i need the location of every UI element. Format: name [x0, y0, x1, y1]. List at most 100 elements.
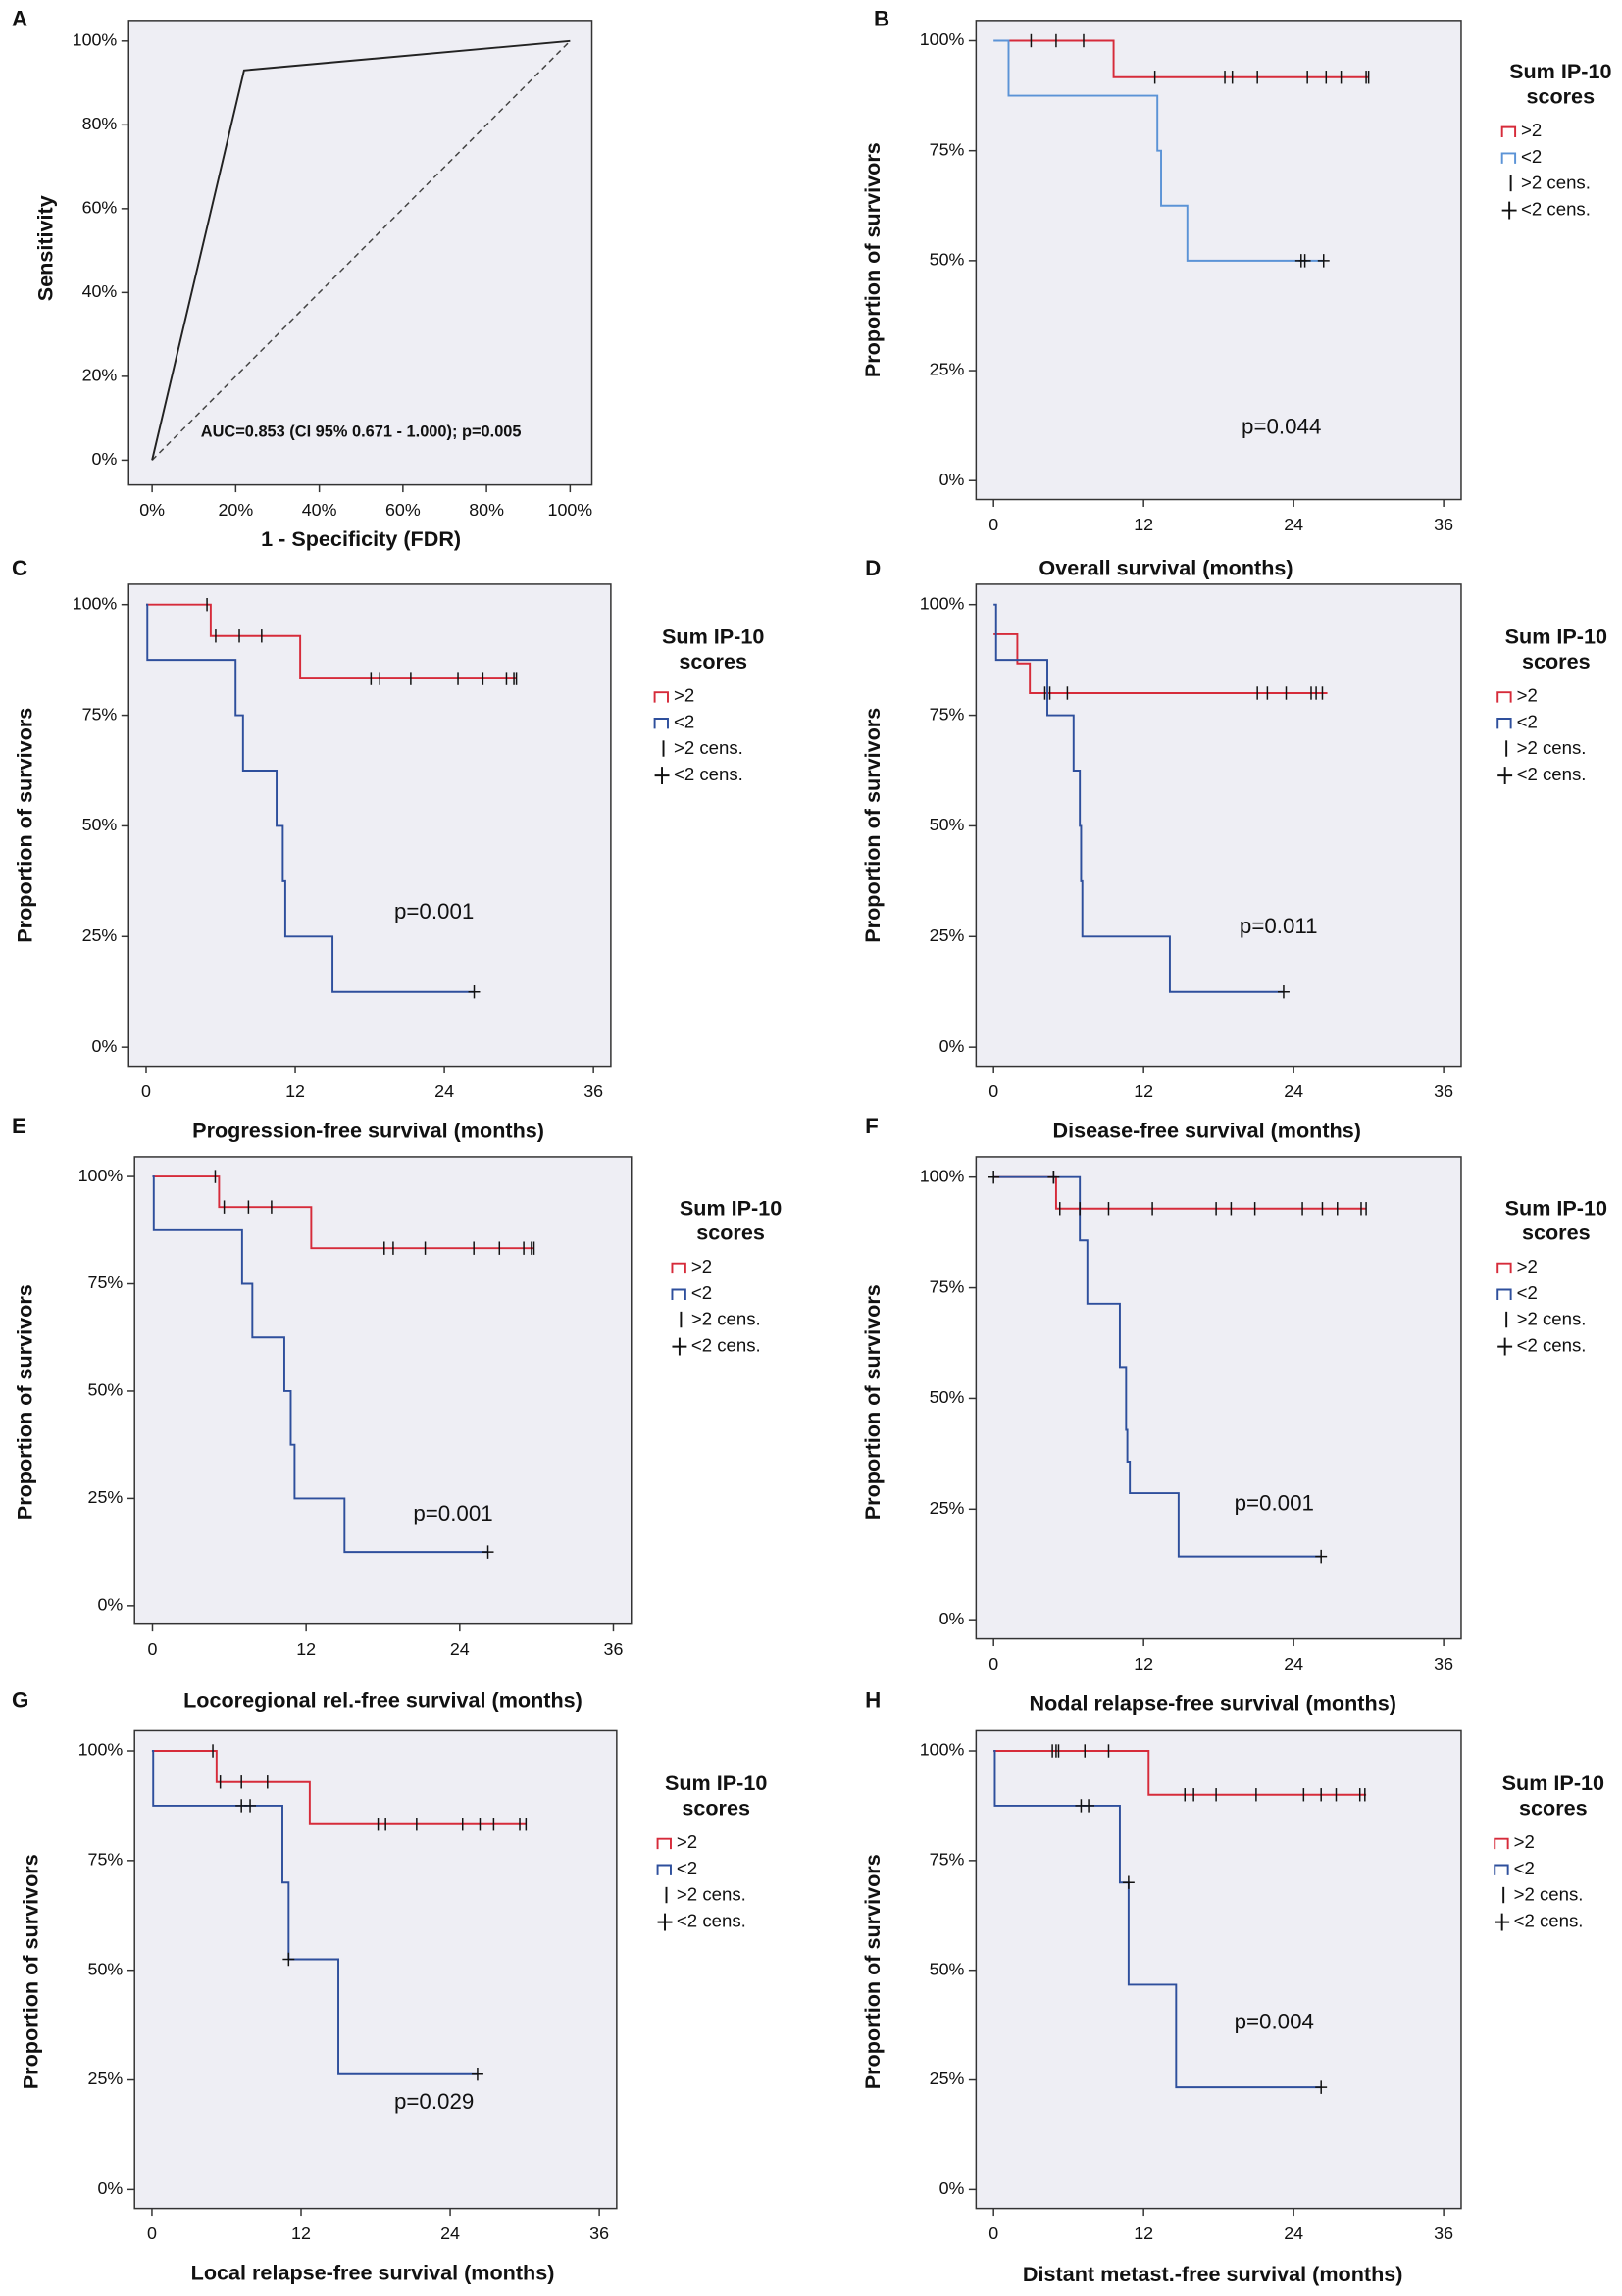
- legend-label: >2: [674, 685, 694, 706]
- survival-curve: [993, 603, 1284, 993]
- legend-title: scores: [1519, 1796, 1588, 1821]
- legend-label: >2 cens.: [674, 737, 743, 758]
- y-tick-label: 75%: [930, 704, 965, 724]
- annotation: p=0.001: [1235, 1490, 1314, 1515]
- legend-title: scores: [1522, 1221, 1591, 1245]
- x-tick-label: 12: [1134, 1654, 1153, 1673]
- legend-label: >2 cens.: [1521, 173, 1591, 193]
- x-tick-label: 24: [434, 1081, 454, 1101]
- y-tick-label: 0%: [939, 2178, 965, 2198]
- legend-title: scores: [682, 1796, 750, 1821]
- y-tick-label: 0%: [97, 1595, 123, 1615]
- x-axis-label: Disease-free survival (months): [1053, 1118, 1361, 1142]
- legend-title: Sum IP-10: [1505, 624, 1607, 649]
- x-axis-label: Overall survival (months): [1039, 556, 1293, 580]
- legend-label: <2 cens.: [1521, 198, 1591, 219]
- legend-title: scores: [696, 1221, 765, 1245]
- y-tick-label: 60%: [82, 198, 118, 218]
- survival-curve: [145, 603, 475, 993]
- y-tick-label: 25%: [88, 2069, 124, 2088]
- legend-symbol: [1496, 1262, 1512, 1274]
- legend-symbol: [656, 1837, 672, 1850]
- legend-symbol: [1500, 152, 1517, 164]
- legend-title: scores: [1526, 84, 1595, 109]
- x-tick-label: 0: [147, 2223, 157, 2243]
- x-tick-label: 12: [296, 1639, 316, 1659]
- x-tick-label: 20%: [218, 500, 253, 520]
- y-tick-label: 100%: [73, 593, 118, 613]
- legend-title: Sum IP-10: [1502, 1771, 1604, 1795]
- y-tick-label: 0%: [97, 2178, 123, 2198]
- censor-mark: [282, 1952, 295, 1967]
- y-tick-label: 100%: [920, 1740, 965, 1760]
- survival-curve: [993, 632, 1328, 694]
- x-tick-label: 36: [1434, 1654, 1453, 1673]
- x-tick-label: 12: [1134, 1081, 1153, 1101]
- x-tick-label: 12: [1134, 515, 1153, 534]
- x-tick-label: 0: [148, 1639, 158, 1659]
- legend-symbol: [1497, 767, 1513, 785]
- legend-label: >2: [1517, 685, 1538, 706]
- y-tick-label: 100%: [920, 29, 965, 49]
- panel-label: E: [12, 1114, 26, 1138]
- panel-label: D: [865, 556, 881, 580]
- y-tick-label: 20%: [82, 366, 118, 385]
- plot-area: [975, 583, 1462, 1068]
- survival-curve: [151, 1750, 527, 1825]
- y-tick-label: 0%: [92, 1036, 118, 1056]
- legend-symbol: [654, 767, 670, 785]
- y-tick-label: 0%: [92, 449, 118, 469]
- x-tick-label: 36: [1434, 1081, 1453, 1101]
- y-axis-label: Proportion of survivors: [13, 1284, 37, 1520]
- legend-label: <2 cens.: [1514, 1911, 1584, 1931]
- panel-label: B: [874, 7, 889, 31]
- plot-area: [127, 583, 612, 1068]
- x-tick-label: 12: [291, 2223, 311, 2243]
- y-tick-label: 50%: [88, 1959, 124, 1978]
- survival-curve: [152, 1175, 488, 1554]
- y-axis-label: Proportion of survivors: [13, 708, 37, 943]
- plot-area: [127, 20, 593, 486]
- reference-line: [151, 40, 571, 461]
- y-tick-label: 0%: [939, 470, 965, 489]
- panel-label: H: [865, 1688, 881, 1713]
- legend-label: >2: [691, 1256, 712, 1276]
- x-axis-label: 1 - Specificity (FDR): [261, 526, 461, 551]
- legend-label: >2 cens.: [1517, 737, 1587, 758]
- survival-curve: [993, 1175, 1322, 1558]
- legend-label: <2: [1521, 146, 1542, 167]
- y-tick-label: 25%: [88, 1487, 124, 1507]
- x-tick-label: 0%: [139, 500, 165, 520]
- legend-label: <2 cens.: [1517, 1335, 1587, 1356]
- legend-label: <2 cens.: [691, 1335, 761, 1356]
- legend-label: <2: [1517, 711, 1538, 731]
- survival-curve: [152, 1175, 534, 1250]
- x-axis-label: Distant metast.-free survival (months): [1023, 2262, 1403, 2286]
- x-tick-label: 24: [1284, 515, 1303, 534]
- legend-title: Sum IP-10: [1509, 59, 1611, 83]
- censor-mark: [1083, 1799, 1095, 1813]
- legend-label: <2: [691, 1282, 712, 1303]
- legend-symbol: [1501, 201, 1517, 220]
- x-tick-label: 24: [1284, 1081, 1303, 1101]
- annotation: p=0.011: [1240, 914, 1318, 938]
- x-tick-label: 60%: [385, 500, 421, 520]
- y-axis-label: Proportion of survivors: [860, 142, 885, 377]
- roc-curve: [151, 39, 571, 461]
- x-tick-label: 12: [285, 1081, 305, 1101]
- legend-title: Sum IP-10: [662, 624, 764, 649]
- legend-label: >2: [677, 1831, 697, 1852]
- legend-label: >2: [1521, 120, 1542, 140]
- legend-symbol: [656, 1864, 672, 1875]
- y-axis-label: Proportion of survivors: [860, 1284, 885, 1520]
- annotation: p=0.001: [394, 899, 474, 923]
- panel-label: A: [12, 7, 27, 31]
- censor-mark: [1047, 1171, 1060, 1184]
- censor-mark: [468, 985, 481, 999]
- annotation: p=0.029: [394, 2089, 474, 2114]
- legend-symbol: [653, 718, 669, 729]
- panel-label: F: [865, 1114, 879, 1138]
- plot-area: [133, 1729, 618, 2210]
